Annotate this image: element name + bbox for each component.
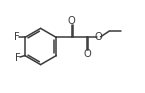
- Text: O: O: [95, 32, 103, 42]
- Text: O: O: [83, 49, 91, 59]
- Text: F: F: [14, 32, 20, 42]
- Text: F: F: [15, 53, 21, 63]
- Text: O: O: [68, 16, 76, 26]
